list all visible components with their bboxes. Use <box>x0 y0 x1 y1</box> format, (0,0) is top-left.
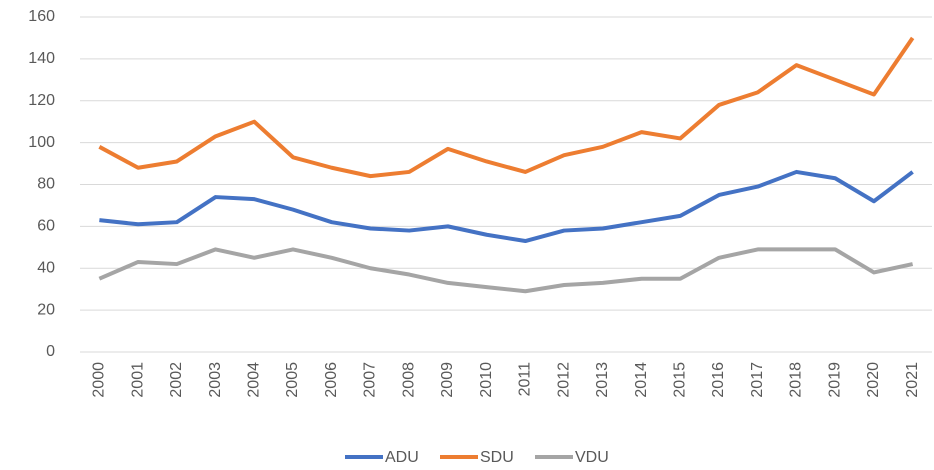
x-tick-label: 2003 <box>207 362 224 398</box>
x-tick-label: 2010 <box>478 362 495 398</box>
x-tick-label: 2019 <box>826 362 843 398</box>
x-tick-label: 2009 <box>439 362 456 398</box>
y-tick-label: 160 <box>28 8 55 25</box>
y-tick-label: 20 <box>37 301 55 318</box>
legend-label: SDU <box>480 449 514 466</box>
x-tick-label: 2021 <box>904 362 921 398</box>
x-tick-label: 2008 <box>400 362 417 398</box>
y-tick-label: 120 <box>28 92 55 109</box>
x-tick-label: 2011 <box>517 362 534 397</box>
legend-label: VDU <box>575 449 609 466</box>
x-tick-label: 2006 <box>323 362 340 398</box>
y-tick-label: 80 <box>37 176 55 193</box>
x-tick-label: 2000 <box>91 362 108 398</box>
legend-label: ADU <box>385 449 419 466</box>
x-tick-label: 2014 <box>633 362 650 398</box>
line-series <box>98 36 915 179</box>
line-series <box>98 247 914 294</box>
x-tick-label: 2015 <box>671 362 688 398</box>
x-tick-label: 2018 <box>788 362 805 398</box>
y-tick-label: 40 <box>37 259 55 276</box>
x-tick-label: 2020 <box>865 362 882 398</box>
x-tick-label: 2012 <box>555 362 572 398</box>
x-tick-label: 2013 <box>594 362 611 398</box>
x-tick-label: 2004 <box>245 362 262 398</box>
line-series <box>99 169 914 244</box>
y-tick-label: 60 <box>37 218 55 235</box>
x-tick-label: 2002 <box>168 362 185 398</box>
y-tick-label: 0 <box>46 343 55 360</box>
x-tick-label: 2007 <box>362 362 379 398</box>
x-tick-label: 2016 <box>710 362 727 398</box>
y-tick-label: 100 <box>28 134 55 151</box>
y-tick-label: 140 <box>28 50 55 67</box>
x-tick-label: 2017 <box>749 362 766 398</box>
x-tick-label: 2005 <box>284 362 301 398</box>
x-tick-label: 2001 <box>129 362 146 398</box>
